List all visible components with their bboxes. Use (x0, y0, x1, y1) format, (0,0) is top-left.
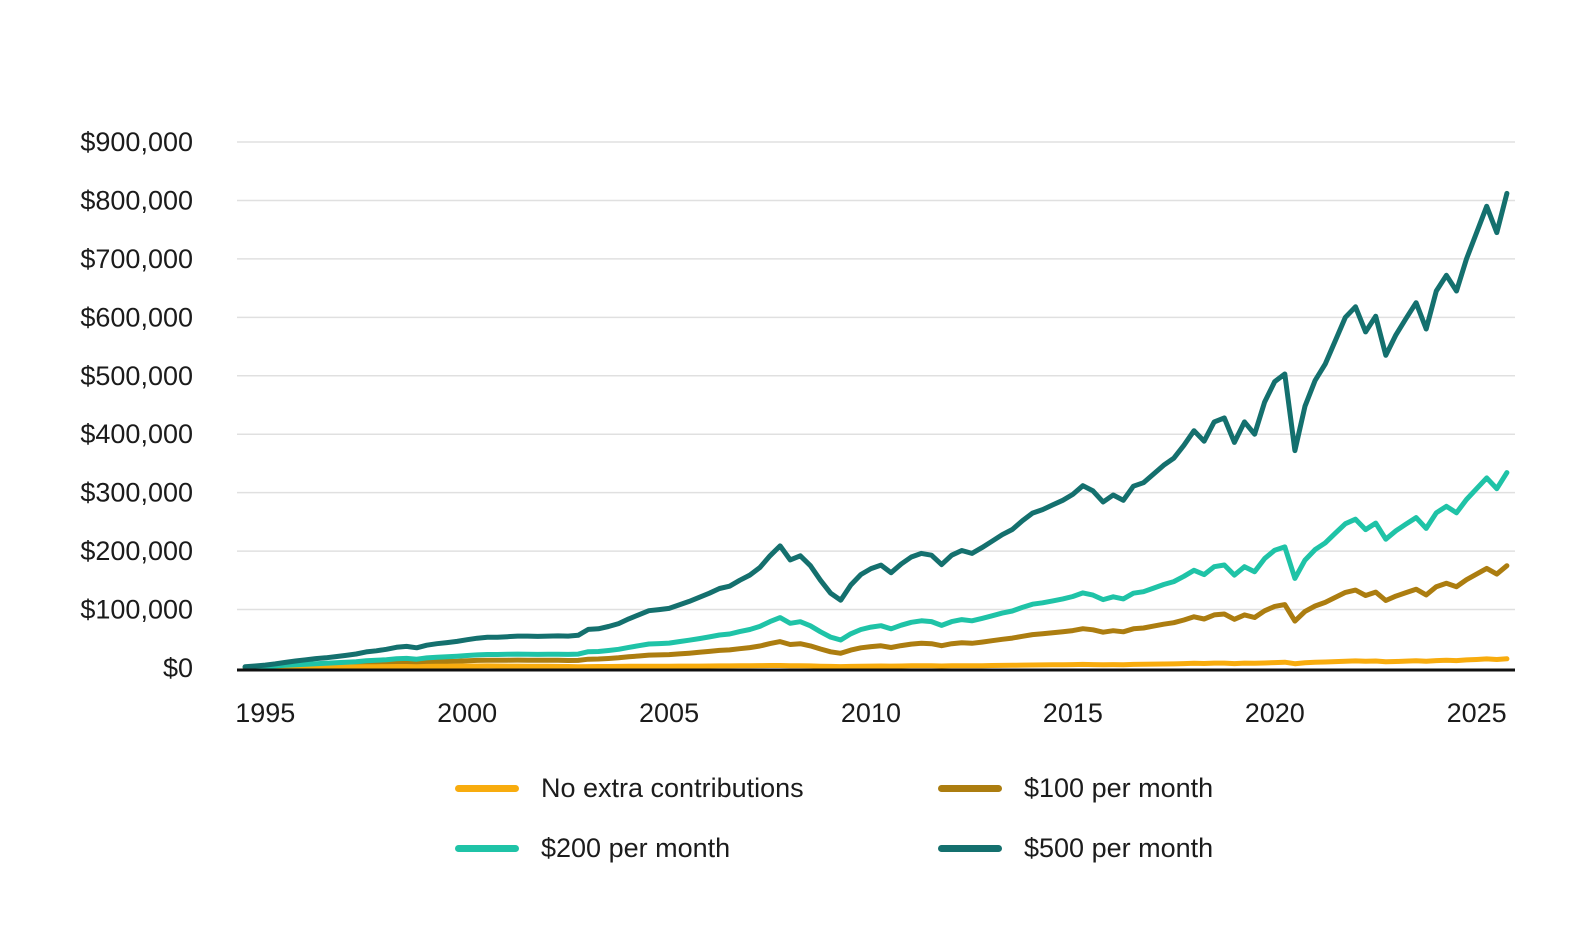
x-axis-tick-labels: 1995 2000 2005 2010 2015 2020 2025 (235, 698, 1506, 728)
x-tick-label: 2010 (841, 698, 901, 728)
legend-label: $500 per month (1024, 832, 1214, 863)
legend-item-200-per-month: $200 per month (455, 830, 938, 866)
gridlines (237, 141, 1515, 611)
chart-legend: No extra contributions $100 per month $2… (455, 770, 1368, 866)
y-axis-tick-labels: $0 $100,000 $200,000 $300,000 $400,000 $500,0… (80, 127, 193, 683)
series-line--500-per-month (242, 190, 1510, 670)
series-lines (242, 190, 1510, 670)
legend-swatch-200-per-month (455, 844, 519, 852)
series-line--100-per-month (242, 563, 1510, 670)
y-tick-label: $400,000 (80, 419, 193, 449)
x-tick-label: 2005 (639, 698, 699, 728)
x-tick-label: 2000 (437, 698, 497, 728)
legend-item-100-per-month: $100 per month (938, 770, 1368, 806)
y-tick-label: $500,000 (80, 361, 193, 391)
series-line--200-per-month (242, 470, 1510, 670)
x-tick-label: 1995 (235, 698, 295, 728)
y-tick-label: $700,000 (80, 244, 193, 274)
series-line-no-extra-contributions (242, 656, 1510, 670)
y-tick-label: $0 (163, 653, 193, 683)
legend-swatch-500-per-month (938, 844, 1002, 852)
x-tick-label: 2020 (1245, 698, 1305, 728)
x-tick-label: 2015 (1043, 698, 1103, 728)
y-tick-label: $900,000 (80, 127, 193, 157)
legend-label: $200 per month (541, 832, 731, 863)
legend-item-no-extra-contributions: No extra contributions (455, 770, 938, 806)
y-tick-label: $200,000 (80, 536, 193, 566)
y-tick-label: $800,000 (80, 185, 193, 215)
legend-label: $100 per month (1024, 772, 1214, 803)
y-tick-label: $100,000 (80, 595, 193, 625)
x-tick-label: 2025 (1447, 698, 1507, 728)
legend-label: No extra contributions (541, 772, 804, 803)
y-tick-label: $300,000 (80, 478, 193, 508)
legend-item-500-per-month: $500 per month (938, 830, 1368, 866)
legend-swatch-100-per-month (938, 784, 1002, 792)
y-tick-label: $600,000 (80, 302, 193, 332)
legend-swatch-no-extra-contributions (455, 784, 519, 792)
